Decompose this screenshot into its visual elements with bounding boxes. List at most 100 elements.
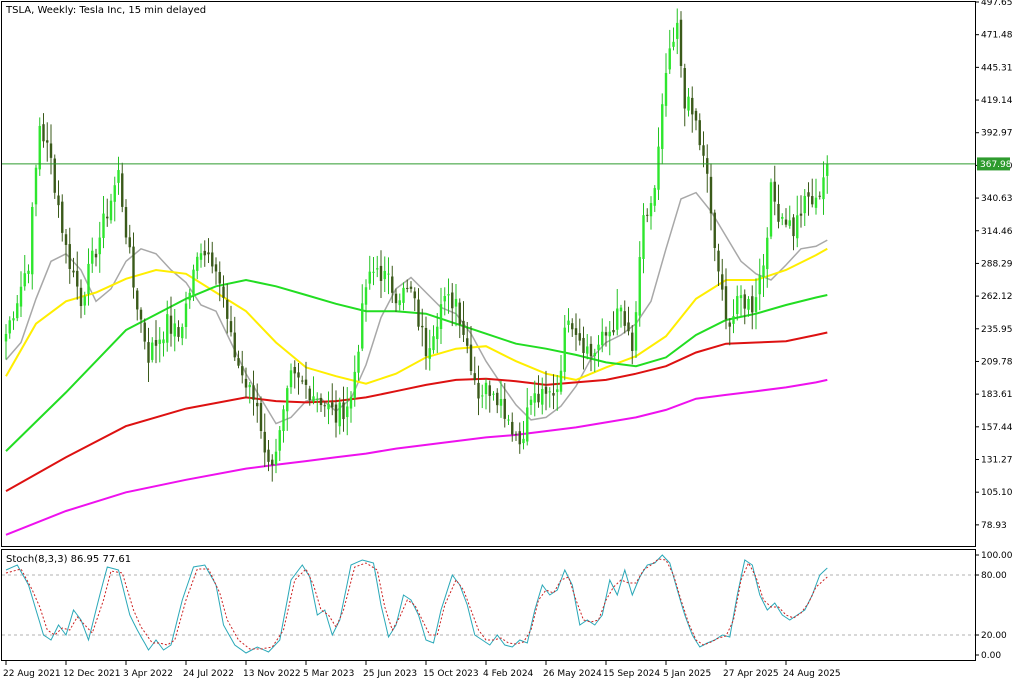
candle-body <box>139 309 143 320</box>
candle-body <box>544 386 548 394</box>
candle-body <box>379 265 383 281</box>
candle-body <box>736 296 739 315</box>
candle-body <box>619 307 623 312</box>
candle-body <box>499 398 503 406</box>
candle-body <box>661 104 664 150</box>
candle-body <box>331 402 334 408</box>
candle-body <box>443 296 446 302</box>
candle-body <box>713 212 716 248</box>
time-tick-label: 12 Dec 2021 <box>63 669 121 679</box>
candle-body <box>57 195 60 206</box>
candle-body <box>4 333 8 342</box>
candle-body <box>578 333 581 341</box>
candle-body <box>181 326 184 339</box>
candle-body <box>301 380 304 382</box>
candle-body <box>91 250 94 264</box>
candle-body <box>357 351 360 373</box>
candle-body <box>766 237 769 270</box>
candle-body <box>27 270 30 274</box>
stoch-tick-label: 20.00 <box>981 631 1007 641</box>
candle-body <box>19 286 23 307</box>
candle-body <box>743 294 746 309</box>
candle-body <box>698 120 701 146</box>
candle-body <box>394 293 398 304</box>
candle-body <box>286 388 289 412</box>
candle-body <box>308 388 311 400</box>
candle-body <box>79 287 83 307</box>
candle-body <box>121 173 124 207</box>
candle-body <box>327 403 330 410</box>
stoch-levels <box>2 574 975 636</box>
price-tick-label: 419.14 <box>981 96 1013 106</box>
candle-body <box>687 96 690 111</box>
candle-body <box>739 295 743 299</box>
candle-body <box>762 265 765 278</box>
candle-body <box>706 158 709 174</box>
current-price-label: 367.98 <box>980 160 1012 170</box>
candle-body <box>49 143 53 158</box>
candle-body <box>128 237 131 248</box>
candle-body <box>53 158 56 193</box>
candle-body <box>526 407 529 442</box>
candle-body <box>683 68 686 109</box>
candle-body <box>428 348 431 359</box>
time-tick-label: 25 Jun 2023 <box>363 669 417 679</box>
candle-body <box>402 287 405 303</box>
candle-body <box>293 366 296 374</box>
candle-body <box>241 366 244 376</box>
candle-body <box>657 146 660 190</box>
time-tick-label: 4 Feb 2024 <box>483 669 534 679</box>
candle-body <box>702 145 705 156</box>
candle-body <box>68 244 71 269</box>
candle-body <box>237 358 240 366</box>
moving-average-line <box>5 378 828 536</box>
candle-body <box>398 300 401 306</box>
candle-body <box>807 192 810 197</box>
stoch-axis: 100.00 80.00 20.00 0.00 <box>975 551 1013 661</box>
candle-body <box>559 370 563 392</box>
time-tick-label: 5 Jan 2025 <box>663 669 711 679</box>
candle-body <box>668 48 671 70</box>
candle-body <box>203 250 206 256</box>
candle-body <box>484 382 488 395</box>
candle-body <box>826 163 829 176</box>
candle-body <box>571 323 574 330</box>
price-panel-frame <box>1 1 976 547</box>
candle-body <box>447 294 450 296</box>
candle-body <box>818 195 821 197</box>
candle-body <box>23 273 26 287</box>
candle-body <box>342 402 345 420</box>
candle-body <box>158 339 161 344</box>
candle-body <box>312 396 315 402</box>
candle-body <box>271 459 274 466</box>
candle-body <box>106 216 109 219</box>
candle-body <box>574 328 578 335</box>
candle-body <box>664 72 668 106</box>
price-tick-label: 183.61 <box>981 390 1013 400</box>
candle-body <box>173 323 176 337</box>
candle-body <box>473 373 476 381</box>
candle-body <box>466 338 469 346</box>
candle-body <box>822 177 825 200</box>
candle-body <box>387 273 390 275</box>
time-tick-label: 13 Nov 2022 <box>243 669 301 679</box>
candle-body <box>421 325 424 328</box>
price-tick-label: 497.65 <box>981 0 1013 8</box>
candle-body <box>334 404 338 423</box>
candle-body <box>274 451 278 465</box>
candle-body <box>289 370 293 388</box>
stochastic-layer <box>5 554 828 654</box>
candle-body <box>436 326 439 340</box>
candle-body <box>229 321 233 333</box>
current-price-badge <box>977 157 1010 171</box>
candle-body <box>432 336 435 351</box>
candle-body <box>799 213 803 216</box>
stoch-panel-frame <box>1 549 976 661</box>
candle-body <box>349 396 353 409</box>
candle-body <box>477 382 480 399</box>
candle-body <box>601 331 604 346</box>
candle-body <box>691 97 694 115</box>
candle-body <box>282 409 285 432</box>
time-tick-label: 27 Apr 2025 <box>723 669 779 679</box>
